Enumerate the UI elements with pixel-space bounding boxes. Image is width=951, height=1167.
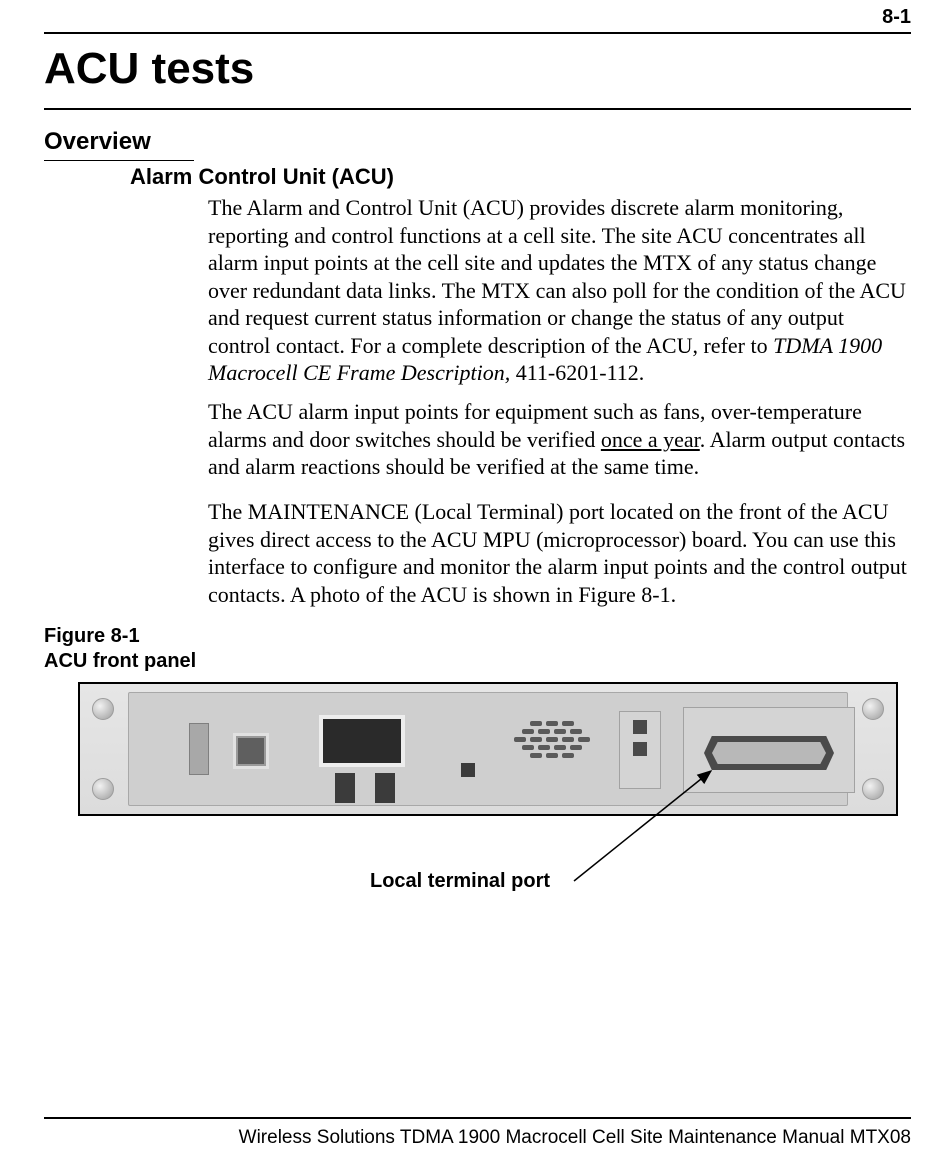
reset-button bbox=[633, 720, 647, 734]
callout-local-terminal-port: Local terminal port bbox=[370, 870, 550, 893]
heading-overview: Overview bbox=[44, 128, 151, 156]
local-terminal-port-inner bbox=[712, 742, 826, 764]
figure-label-line1: Figure 8-1 bbox=[44, 625, 140, 647]
rule-under-title bbox=[44, 108, 911, 110]
alarm-display bbox=[319, 715, 405, 767]
alarm-button bbox=[233, 733, 269, 769]
para1-b: 411-6201-112. bbox=[510, 360, 644, 385]
para2-underline: once a year bbox=[601, 427, 700, 452]
screw-icon bbox=[92, 778, 114, 800]
callout-arrow-icon bbox=[566, 766, 736, 886]
footer-rule bbox=[44, 1117, 911, 1119]
figure-label-line2: ACU front panel bbox=[44, 650, 196, 672]
overview-underline bbox=[44, 160, 194, 161]
screw-icon bbox=[92, 698, 114, 720]
rule-top bbox=[44, 32, 911, 34]
screw-icon bbox=[862, 698, 884, 720]
figure-label: Figure 8-1 ACU front panel bbox=[44, 624, 196, 674]
acu-front-panel-photo bbox=[78, 682, 898, 816]
heading-acu: Alarm Control Unit (ACU) bbox=[130, 164, 394, 190]
paragraph-3: The MAINTENANCE (Local Terminal) port lo… bbox=[208, 498, 911, 608]
screw-icon bbox=[862, 778, 884, 800]
page-title: ACU tests bbox=[44, 44, 254, 94]
power-tab bbox=[189, 723, 209, 775]
paragraph-1: The Alarm and Control Unit (ACU) provide… bbox=[208, 194, 911, 387]
up-button bbox=[335, 773, 355, 803]
reset-button bbox=[633, 742, 647, 756]
audio-cutoff-button bbox=[461, 763, 475, 777]
down-button bbox=[375, 773, 395, 803]
panel-frame bbox=[128, 692, 848, 806]
footer-text: Wireless Solutions TDMA 1900 Macrocell C… bbox=[239, 1127, 911, 1149]
page-number: 8-1 bbox=[882, 6, 911, 29]
paragraph-2: The ACU alarm input points for equipment… bbox=[208, 398, 911, 481]
